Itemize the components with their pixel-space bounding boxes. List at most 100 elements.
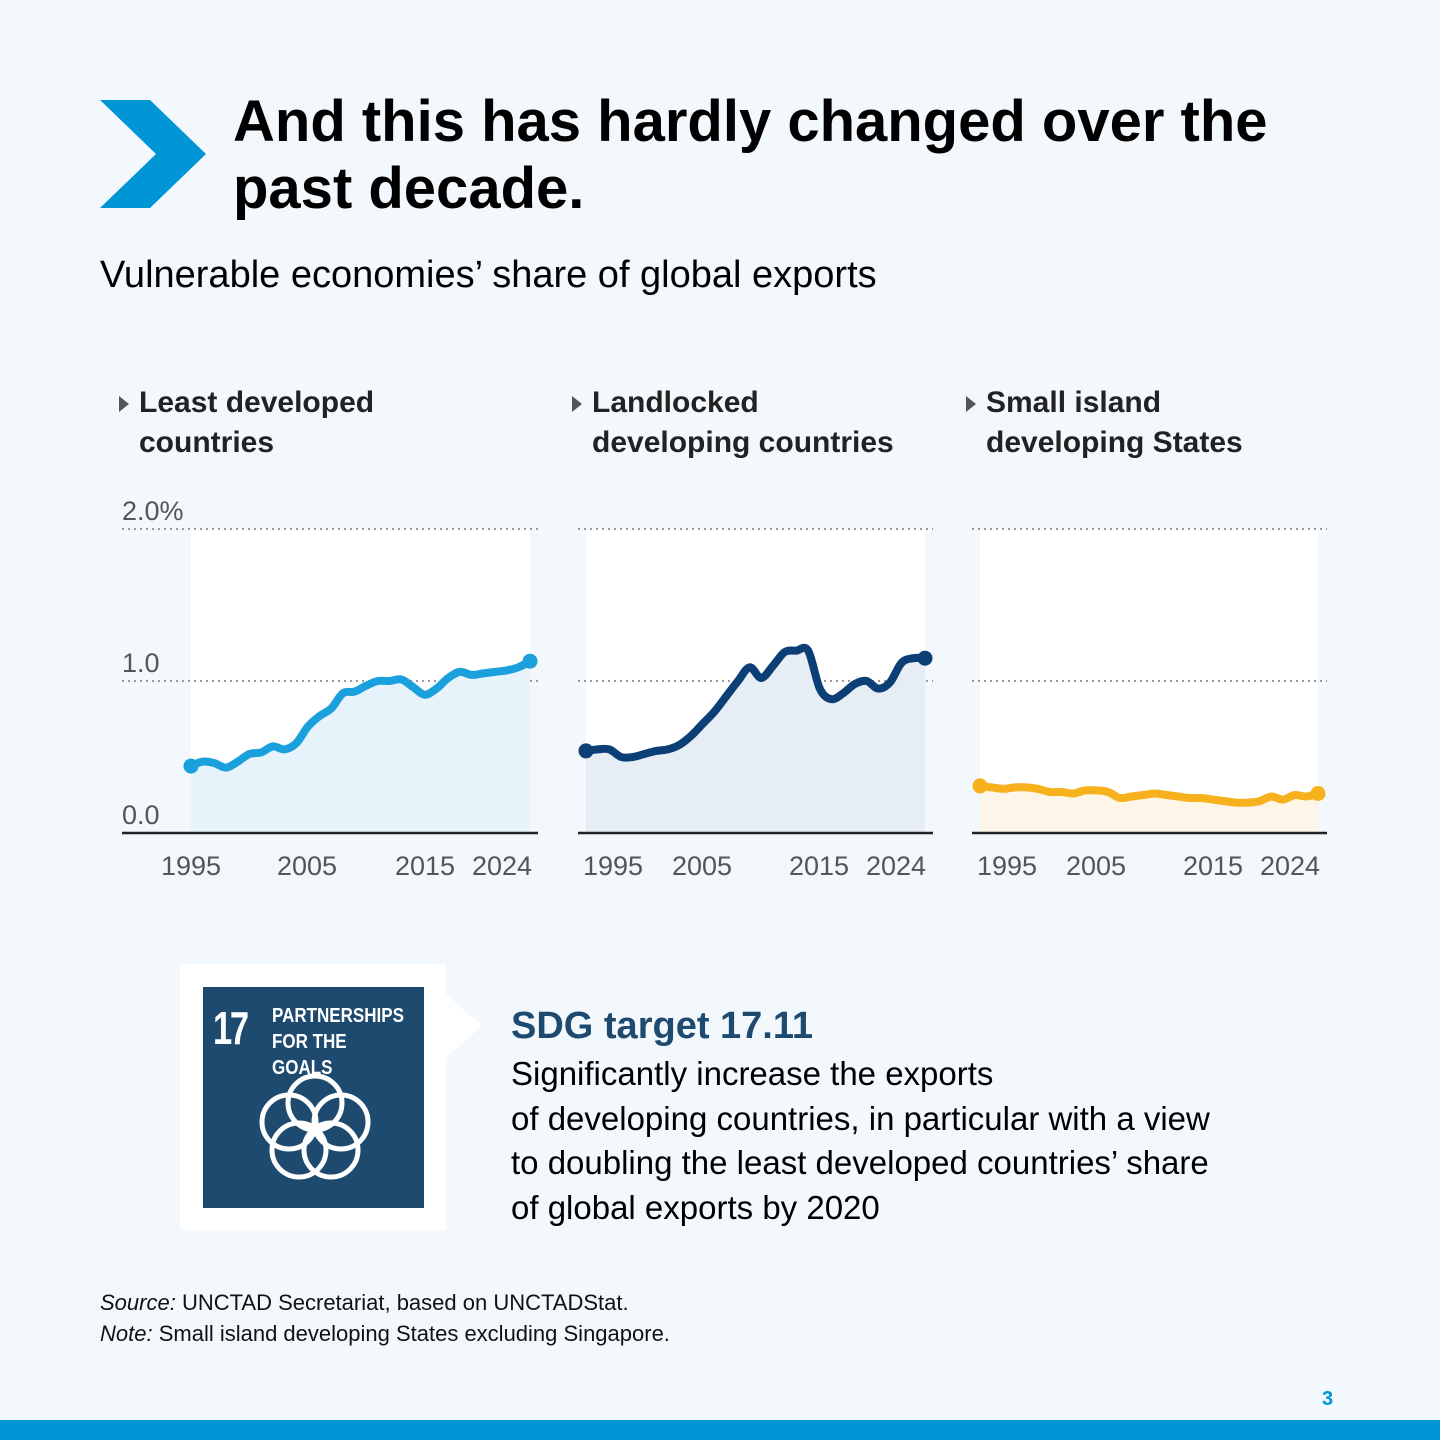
data-point bbox=[1116, 794, 1124, 802]
data-point bbox=[1221, 797, 1229, 805]
note-text: Small island developing States excluding… bbox=[152, 1321, 670, 1346]
page-title: And this has hardly changed over the pas… bbox=[233, 89, 1268, 221]
data-point bbox=[664, 745, 672, 753]
data-point bbox=[652, 747, 660, 755]
panel-title-ldc-text: Least developed countries bbox=[139, 386, 375, 459]
data-point bbox=[1197, 794, 1205, 802]
data-point bbox=[917, 650, 933, 666]
chevron-arrow-icon bbox=[100, 100, 206, 208]
data-point bbox=[479, 669, 487, 677]
data-point bbox=[316, 712, 324, 720]
data-point bbox=[711, 707, 719, 715]
x-tick-label: 1995 bbox=[977, 851, 1037, 881]
x-tick-label: 1995 bbox=[583, 851, 643, 881]
chart-subtitle: Vulnerable economies’ share of global ex… bbox=[100, 254, 877, 296]
sdg-goal-label-line1: PARTNERSHIPS bbox=[272, 1005, 404, 1027]
data-point bbox=[339, 689, 347, 697]
data-point bbox=[1302, 793, 1310, 800]
triangle-bullet-icon bbox=[119, 396, 129, 412]
panel-title-sids: Small island developing States bbox=[966, 383, 1316, 463]
data-point bbox=[444, 674, 452, 682]
data-point bbox=[909, 654, 917, 662]
data-point bbox=[1093, 786, 1101, 794]
x-tick-label: 1995 bbox=[161, 851, 221, 881]
data-point bbox=[988, 783, 996, 791]
data-point bbox=[828, 695, 835, 703]
data-point bbox=[839, 689, 847, 697]
data-point bbox=[514, 663, 522, 671]
data-point bbox=[1058, 788, 1066, 796]
data-point bbox=[397, 676, 405, 683]
data-point bbox=[1279, 796, 1287, 804]
series-area bbox=[191, 661, 530, 833]
x-tick-label: 2015 bbox=[789, 851, 849, 881]
data-point bbox=[292, 739, 300, 747]
data-point bbox=[1139, 791, 1147, 799]
data-point bbox=[1244, 799, 1252, 807]
data-point bbox=[1256, 797, 1264, 805]
data-point bbox=[409, 683, 417, 691]
y-tick-label: 0.0 bbox=[122, 800, 160, 830]
data-point bbox=[578, 743, 594, 759]
data-point bbox=[999, 785, 1007, 793]
data-point bbox=[386, 677, 394, 685]
data-point bbox=[1128, 793, 1135, 800]
note-label: Note: bbox=[100, 1321, 153, 1346]
data-point bbox=[433, 685, 440, 693]
data-point bbox=[468, 671, 476, 679]
panel-title-ldc: Least developed countries bbox=[119, 383, 469, 463]
y-tick-label: 1.0 bbox=[122, 648, 160, 678]
sdg-target-title: SDG target 17.11 bbox=[511, 1005, 814, 1047]
data-point bbox=[491, 668, 499, 676]
data-point bbox=[874, 685, 882, 693]
data-point bbox=[199, 758, 207, 766]
data-point bbox=[351, 688, 359, 696]
page-number: 3 bbox=[1322, 1388, 1334, 1410]
data-point bbox=[327, 704, 335, 712]
x-tick-label: 2005 bbox=[1066, 851, 1126, 881]
data-point bbox=[281, 745, 288, 753]
data-point bbox=[183, 758, 199, 774]
series-area bbox=[980, 785, 1318, 833]
data-point bbox=[222, 764, 230, 772]
sdg-goal-label: PARTNERSHIPS FOR THE GOALS bbox=[272, 1003, 404, 1081]
data-point bbox=[769, 662, 777, 670]
data-point bbox=[1034, 785, 1042, 793]
data-point bbox=[886, 679, 894, 686]
x-tick-label: 2024 bbox=[472, 851, 532, 881]
sdg-target-line: of global exports by 2020 bbox=[511, 1188, 880, 1226]
data-point bbox=[374, 677, 382, 685]
source-label: Source: bbox=[100, 1290, 176, 1315]
data-point bbox=[1069, 790, 1077, 797]
data-point bbox=[234, 758, 242, 766]
note: Note: Small island developing States exc… bbox=[100, 1318, 670, 1349]
sdg-target-line: Significantly increase the exports bbox=[511, 1055, 994, 1092]
data-point bbox=[898, 659, 906, 667]
x-tick-label: 2015 bbox=[395, 851, 455, 881]
triangle-bullet-icon bbox=[572, 396, 582, 412]
data-point bbox=[1186, 794, 1194, 802]
data-point bbox=[503, 666, 511, 674]
data-point bbox=[1209, 796, 1217, 804]
sdg-target-text: Significantly increase the exports of de… bbox=[511, 1052, 1210, 1230]
sdg-target-line: of developing countries, in particular w… bbox=[511, 1099, 1210, 1137]
x-tick-label: 2005 bbox=[277, 851, 337, 881]
triangle-bullet-icon bbox=[966, 396, 976, 412]
data-point bbox=[863, 677, 871, 685]
data-point bbox=[1267, 793, 1275, 800]
x-tick-label: 2024 bbox=[1260, 851, 1320, 881]
panel-title-sids-text: Small island developing States bbox=[986, 386, 1243, 459]
y-tick-label: 2.0% bbox=[122, 496, 184, 526]
data-point bbox=[1104, 788, 1112, 796]
x-tick-label: 2015 bbox=[1183, 851, 1243, 881]
data-point bbox=[722, 692, 730, 700]
data-point bbox=[687, 732, 695, 740]
data-point bbox=[1310, 786, 1326, 801]
data-point bbox=[1046, 788, 1054, 796]
source-text: UNCTAD Secretariat, based on UNCTADStat. bbox=[175, 1290, 629, 1315]
data-point bbox=[804, 647, 812, 655]
data-point bbox=[1291, 791, 1299, 799]
data-point bbox=[269, 742, 277, 750]
data-point bbox=[304, 723, 312, 731]
data-point bbox=[1174, 793, 1182, 800]
